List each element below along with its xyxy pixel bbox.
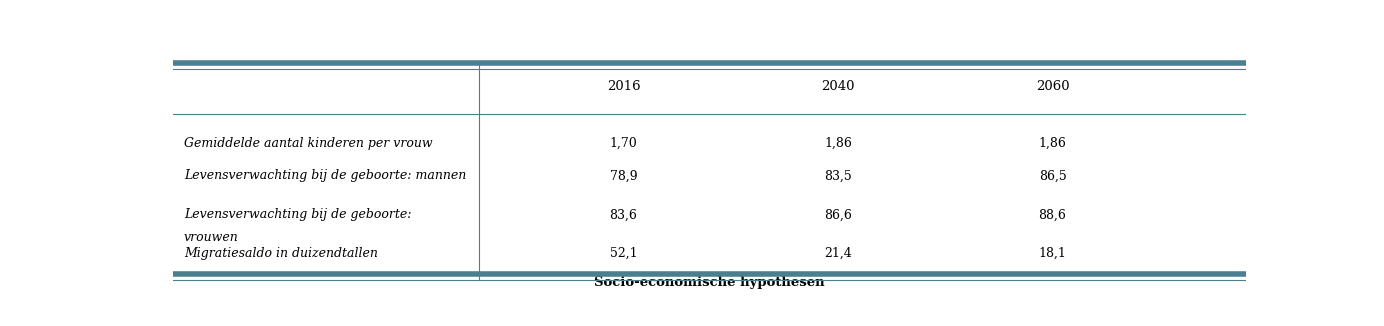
Text: 1,86: 1,86 <box>1038 137 1067 150</box>
Text: Levensverwachting bij de geboorte:: Levensverwachting bij de geboorte: <box>184 208 411 221</box>
Text: 86,6: 86,6 <box>823 208 853 221</box>
Text: 2040: 2040 <box>821 80 855 93</box>
Text: 21,4: 21,4 <box>823 247 853 260</box>
Text: vrouwen: vrouwen <box>184 231 238 244</box>
Text: 2060: 2060 <box>1035 80 1070 93</box>
Text: 78,9: 78,9 <box>610 170 637 183</box>
Text: Gemiddelde aantal kinderen per vrouw: Gemiddelde aantal kinderen per vrouw <box>184 137 432 150</box>
Text: 88,6: 88,6 <box>1038 208 1067 221</box>
Text: 2016: 2016 <box>606 80 641 93</box>
Text: Levensverwachting bij de geboorte: mannen: Levensverwachting bij de geboorte: manne… <box>184 170 466 183</box>
Text: 86,5: 86,5 <box>1038 170 1067 183</box>
Text: Socio-economische hypothesen: Socio-economische hypothesen <box>594 276 825 289</box>
Text: 1,70: 1,70 <box>609 137 638 150</box>
Text: 1,86: 1,86 <box>823 137 853 150</box>
Text: 52,1: 52,1 <box>610 247 637 260</box>
Text: Migratiesaldo in duizendtallen: Migratiesaldo in duizendtallen <box>184 247 378 260</box>
Text: 18,1: 18,1 <box>1038 247 1067 260</box>
Text: 83,5: 83,5 <box>823 170 853 183</box>
Text: 83,6: 83,6 <box>609 208 638 221</box>
